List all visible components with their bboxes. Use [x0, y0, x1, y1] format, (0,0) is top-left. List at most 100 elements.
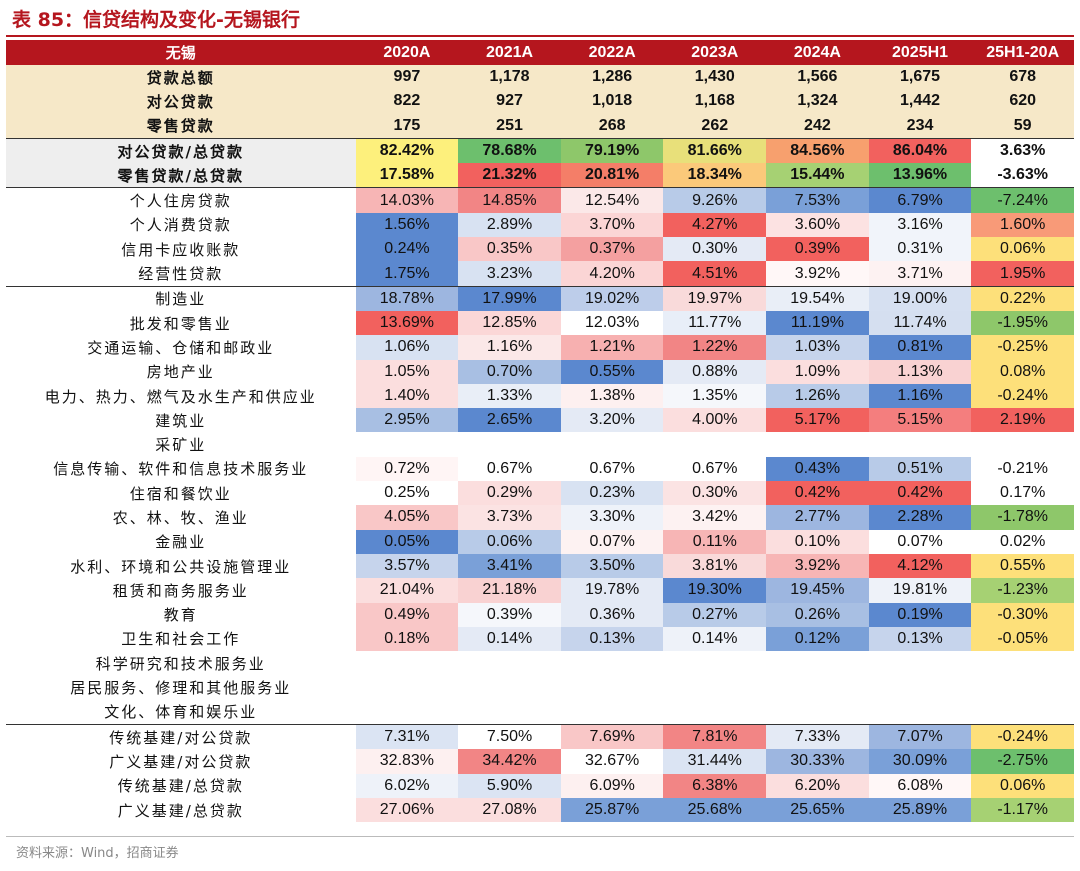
- row-label: 广义基建/对公贷款: [109, 752, 253, 771]
- table-row: 对公贷款 822 927 1,018 1,168 1,324 1,442 620: [6, 89, 1074, 114]
- value-cell: 30.33%: [766, 749, 869, 774]
- value-cell: 6.20%: [766, 773, 869, 798]
- value-cell: [766, 432, 869, 456]
- table-row: 个人消费贷款 1.56% 2.89% 3.70% 4.27% 3.60% 3.16% 1.60…: [6, 212, 1074, 238]
- value-cell: [869, 432, 972, 456]
- value-cell: 997: [355, 65, 459, 90]
- value-cell: 19.97%: [663, 286, 767, 311]
- value-cell: 1,178: [458, 65, 561, 90]
- value-cell: 0.06%: [971, 773, 1074, 798]
- table-row: 贷款总额 997 1,178 1,286 1,430 1,566 1,675 678: [6, 65, 1074, 90]
- value-cell: 234: [868, 113, 972, 139]
- table-row: 文化、体育和娱乐业: [6, 699, 1074, 726]
- value-cell: 6.38%: [663, 773, 767, 798]
- value-cell: 0.37%: [560, 237, 664, 262]
- value-cell: 3.63%: [971, 138, 1074, 164]
- row-label: 交通运输、仓储和邮政业: [87, 338, 275, 357]
- value-cell: 5.90%: [458, 773, 561, 798]
- value-cell: 3.81%: [663, 553, 767, 579]
- table-row: 房地产业 1.05% 0.70% 0.55% 0.88% 1.09% 1.13% 0.08%: [6, 359, 1074, 384]
- value-cell: 11.77%: [663, 310, 767, 336]
- row-label: 卫生和社会工作: [121, 630, 241, 649]
- row-label: 电力、热力、燃气及水生产和供应业: [44, 387, 317, 406]
- value-cell: 0.14%: [458, 626, 561, 652]
- value-cell: 7.69%: [560, 724, 664, 750]
- value-cell: 3.50%: [560, 553, 664, 579]
- table-row: 广义基建/对公贷款 32.83% 34.42% 32.67% 31.44% 30.33% 3…: [6, 749, 1074, 774]
- row-label: 贷款总额: [6, 65, 356, 90]
- row-label: 零售贷款/总贷款: [6, 163, 356, 189]
- row-label: 建筑业: [155, 411, 207, 430]
- value-cell: 0.26%: [766, 602, 869, 627]
- table-row: 教育 0.49% 0.39% 0.36% 0.27% 0.26% 0.19% -0.30%: [6, 602, 1074, 627]
- value-cell: 21.18%: [458, 578, 561, 603]
- value-cell: 0.55%: [560, 359, 664, 384]
- value-cell: 2.89%: [458, 212, 561, 238]
- row-label: 租赁和商务服务业: [112, 581, 249, 600]
- value-cell: [971, 651, 1074, 675]
- table-row: 经营性贷款 1.75% 3.23% 4.20% 4.51% 3.92% 3.71% 1.95%: [6, 261, 1074, 287]
- value-cell: 25.68%: [663, 797, 767, 823]
- value-cell: 0.08%: [971, 359, 1074, 384]
- value-cell: 0.67%: [458, 456, 561, 482]
- value-cell: 620: [971, 89, 1074, 114]
- value-cell: -1.17%: [971, 797, 1074, 823]
- row-label: 水利、环境和公共设施管理业: [70, 557, 292, 576]
- value-cell: 14.03%: [355, 187, 459, 213]
- value-cell: -1.78%: [971, 505, 1074, 530]
- value-cell: 19.78%: [560, 578, 664, 603]
- value-cell: 3.20%: [560, 408, 664, 433]
- table-row: 卫生和社会工作 0.18% 0.14% 0.13% 0.14% 0.12% 0.13% -0.…: [6, 626, 1074, 652]
- value-cell: 0.42%: [868, 481, 972, 506]
- value-cell: 5.15%: [868, 408, 972, 433]
- loan-structure-table: 无锡 2020A 2021A 2022A 2023A 2024A 2025H1 …: [6, 40, 1074, 823]
- value-cell: 1.03%: [766, 335, 869, 360]
- value-cell: 25.89%: [868, 797, 972, 823]
- value-cell: [663, 651, 766, 675]
- value-cell: 3.23%: [458, 261, 561, 287]
- value-cell: -0.24%: [971, 724, 1074, 750]
- row-label: 房地产业: [146, 363, 215, 382]
- table-row: 个人住房贷款 14.03% 14.85% 12.54% 9.26% 7.53% 6.79% -…: [6, 187, 1074, 213]
- row-label: 经营性贷款: [6, 261, 356, 287]
- table-row: 交通运输、仓储和邮政业 1.06% 1.16% 1.21% 1.22% 1.03% 0.81…: [6, 335, 1074, 360]
- value-cell: 175: [355, 113, 459, 139]
- row-label: 金融业: [155, 533, 207, 552]
- value-cell: 2.19%: [971, 408, 1074, 433]
- value-cell: 1.35%: [663, 383, 767, 409]
- value-cell: 12.54%: [560, 187, 664, 213]
- value-cell: 1.21%: [560, 335, 664, 360]
- value-cell: -1.23%: [971, 578, 1074, 603]
- value-cell: 30.09%: [868, 749, 972, 774]
- value-cell: 0.30%: [663, 481, 767, 506]
- table-row: 科学研究和技术服务业: [6, 651, 1074, 675]
- value-cell: 19.30%: [663, 578, 767, 603]
- value-cell: 27.06%: [355, 797, 459, 823]
- value-cell: 5.17%: [766, 408, 869, 433]
- value-cell: [868, 699, 972, 726]
- value-cell: 0.11%: [663, 529, 767, 554]
- value-cell: 1.95%: [971, 261, 1074, 287]
- value-cell: [766, 699, 869, 726]
- value-cell: 4.27%: [663, 212, 767, 238]
- header-2024a: 2024A: [766, 40, 869, 65]
- value-cell: -0.24%: [971, 383, 1074, 409]
- value-cell: 7.81%: [663, 724, 767, 750]
- row-label: 传统基建/总贷款: [117, 777, 244, 796]
- value-cell: 0.05%: [355, 529, 459, 554]
- value-cell: 0.10%: [766, 529, 869, 554]
- value-cell: 0.30%: [663, 237, 767, 262]
- value-cell: 12.03%: [560, 310, 664, 336]
- value-cell: 11.19%: [766, 310, 869, 336]
- value-cell: 0.55%: [971, 553, 1074, 579]
- value-cell: 4.05%: [355, 505, 459, 530]
- value-cell: 2.28%: [868, 505, 972, 530]
- value-cell: [663, 675, 766, 699]
- table-row: 电力、热力、燃气及水生产和供应业 1.40% 1.33% 1.38% 1.35% 1.26…: [6, 383, 1074, 409]
- value-cell: [561, 675, 664, 699]
- value-cell: 84.56%: [766, 138, 869, 164]
- value-cell: 2.95%: [355, 408, 459, 433]
- value-cell: [766, 651, 869, 675]
- value-cell: 1.16%: [868, 383, 972, 409]
- value-cell: 0.39%: [458, 602, 561, 627]
